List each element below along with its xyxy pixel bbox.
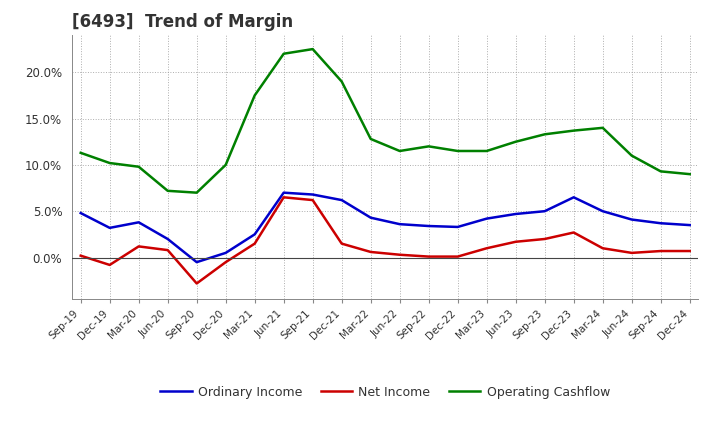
Net Income (366, 249, 375, 255)
Net Income (657, 249, 665, 254)
Net Income (424, 254, 433, 259)
Net Income (685, 249, 694, 254)
Operating Cashflow (424, 144, 433, 149)
Operating Cashflow (482, 148, 491, 154)
Net Income (627, 250, 636, 256)
Ordinary Income (570, 194, 578, 200)
Net Income (279, 194, 288, 200)
Operating Cashflow (627, 153, 636, 158)
Ordinary Income (192, 260, 201, 265)
Operating Cashflow (76, 150, 85, 155)
Ordinary Income (135, 220, 143, 225)
Ordinary Income (279, 190, 288, 195)
Ordinary Income (76, 210, 85, 216)
Ordinary Income (221, 250, 230, 256)
Net Income (163, 247, 172, 253)
Ordinary Income (511, 211, 520, 216)
Ordinary Income (308, 192, 317, 197)
Legend: Ordinary Income, Net Income, Operating Cashflow: Ordinary Income, Net Income, Operating C… (156, 381, 615, 404)
Net Income (454, 254, 462, 259)
Operating Cashflow (338, 79, 346, 84)
Net Income (598, 246, 607, 251)
Ordinary Income (454, 224, 462, 230)
Net Income (482, 246, 491, 251)
Operating Cashflow (657, 169, 665, 174)
Net Income (76, 253, 85, 258)
Net Income (192, 281, 201, 286)
Net Income (135, 244, 143, 249)
Net Income (511, 239, 520, 244)
Operating Cashflow (511, 139, 520, 144)
Ordinary Income (395, 221, 404, 227)
Operating Cashflow (541, 132, 549, 137)
Ordinary Income (251, 232, 259, 237)
Net Income (570, 230, 578, 235)
Operating Cashflow (308, 47, 317, 52)
Net Income (105, 262, 114, 268)
Net Income (338, 241, 346, 246)
Ordinary Income (424, 224, 433, 229)
Line: Operating Cashflow: Operating Cashflow (81, 49, 690, 193)
Operating Cashflow (570, 128, 578, 133)
Ordinary Income (598, 209, 607, 214)
Operating Cashflow (221, 162, 230, 168)
Net Income (308, 198, 317, 203)
Operating Cashflow (192, 190, 201, 195)
Operating Cashflow (395, 148, 404, 154)
Ordinary Income (105, 225, 114, 231)
Ordinary Income (657, 220, 665, 226)
Ordinary Income (482, 216, 491, 221)
Ordinary Income (541, 209, 549, 214)
Net Income (395, 252, 404, 257)
Operating Cashflow (685, 172, 694, 177)
Operating Cashflow (598, 125, 607, 131)
Ordinary Income (338, 198, 346, 203)
Net Income (541, 236, 549, 242)
Ordinary Income (627, 217, 636, 222)
Operating Cashflow (454, 148, 462, 154)
Operating Cashflow (105, 161, 114, 166)
Net Income (221, 260, 230, 265)
Ordinary Income (685, 223, 694, 228)
Operating Cashflow (251, 93, 259, 98)
Operating Cashflow (366, 136, 375, 142)
Line: Ordinary Income: Ordinary Income (81, 193, 690, 262)
Line: Net Income: Net Income (81, 197, 690, 283)
Operating Cashflow (135, 164, 143, 169)
Operating Cashflow (279, 51, 288, 56)
Ordinary Income (366, 215, 375, 220)
Text: [6493]  Trend of Margin: [6493] Trend of Margin (72, 13, 293, 31)
Net Income (251, 241, 259, 246)
Operating Cashflow (163, 188, 172, 194)
Ordinary Income (163, 236, 172, 242)
